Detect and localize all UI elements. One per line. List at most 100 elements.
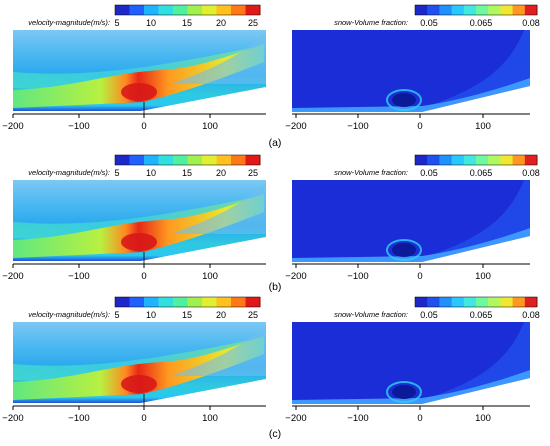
snow-legend-swatch <box>415 297 428 307</box>
velocity-peak-core <box>121 375 157 393</box>
snow-below-slope-region <box>422 378 530 404</box>
velocity-legend-swatch <box>216 297 232 307</box>
velocity-legend-swatch <box>216 5 232 15</box>
snow-legend-swatch <box>524 297 538 307</box>
x-tick-label: −200 <box>285 271 306 282</box>
velocity-outer-region <box>170 32 266 84</box>
velocity-legend-swatch <box>231 297 246 307</box>
x-tick-label: 0 <box>141 121 146 132</box>
velocity-peak-core <box>121 233 157 251</box>
snow-legend-tick: 0.08 <box>522 310 540 320</box>
snow-legend-tick: 0.05 <box>420 18 438 28</box>
snow-legend-tick: 0.065 <box>470 168 493 178</box>
x-tick-label: 100 <box>202 413 218 424</box>
subfigure-label: (b) <box>269 281 282 293</box>
snow-legend-swatch <box>451 5 465 15</box>
x-tick-label: −200 <box>285 121 306 132</box>
below-slope-region <box>141 380 266 404</box>
snow-ground-layer <box>292 78 530 112</box>
subfigure-row: −200 −100 0 100 velocity-magnitude(m/s): 5 10 1… <box>2 296 540 440</box>
velocity-legend-tick: 10 <box>146 168 156 178</box>
velocity-legend-swatch <box>144 155 159 165</box>
velocity-legend-swatch <box>129 297 145 307</box>
snow-legend-swatch <box>488 155 501 165</box>
snow-below-slope-region <box>422 86 530 112</box>
snow-legend-swatch <box>500 155 514 165</box>
snow-legend-tick: 0.08 <box>522 168 540 178</box>
x-tick-label: −200 <box>2 413 23 424</box>
snow-legend-swatch <box>463 155 477 165</box>
x-tick-label: −200 <box>2 271 23 282</box>
snow-legend-swatch <box>488 297 501 307</box>
velocity-outer-region <box>170 182 266 234</box>
velocity-legend-frame <box>114 4 261 16</box>
snow-legend-title: snow-Volume fraction: <box>334 18 408 27</box>
snow-legend-tick: 0.05 <box>420 168 438 178</box>
x-tick-label: 0 <box>417 121 422 132</box>
velocity-legend-swatch <box>129 155 145 165</box>
velocity-legend-tick: 5 <box>114 18 119 28</box>
snow-legend-swatch <box>427 297 440 307</box>
velocity-legend-swatch <box>202 5 217 15</box>
velocity-legend-tick: 25 <box>248 310 258 320</box>
snow-panel: −200 −100 0 100 snow-Volume fraction: 0.05 0.0… <box>285 4 540 132</box>
snow-legend-tick: 0.065 <box>470 18 493 28</box>
snow-deposit-edge <box>386 89 422 111</box>
velocity-legend-swatch <box>202 297 217 307</box>
velocity-legend-swatch <box>187 297 203 307</box>
velocity-legend-tick: 15 <box>182 168 192 178</box>
velocity-main-jet <box>13 336 264 400</box>
snow-legend-swatch <box>439 297 453 307</box>
velocity-legend-swatch <box>129 5 145 15</box>
snow-legend-swatch <box>500 297 514 307</box>
velocity-panel: −200 −100 0 100 velocity-magnitude(m/s): 5 10 1… <box>2 296 267 424</box>
velocity-upper-jet <box>13 340 250 381</box>
snow-legend-frame <box>414 296 538 308</box>
snow-legend-swatch <box>415 155 428 165</box>
velocity-legend-tick: 25 <box>248 168 258 178</box>
velocity-upper-jet <box>13 48 250 89</box>
velocity-legend-tick: 15 <box>182 310 192 320</box>
x-tick-label: −100 <box>347 271 368 282</box>
snow-deposit-core <box>392 93 416 107</box>
velocity-legend-title: velocity-magnitude(m/s): <box>28 310 110 319</box>
velocity-legend-swatch <box>115 5 130 15</box>
velocity-legend-title: velocity-magnitude(m/s): <box>28 168 110 177</box>
velocity-legend-swatch <box>173 5 188 15</box>
x-tick-label: 0 <box>141 413 146 424</box>
x-tick-label: 0 <box>417 413 422 424</box>
x-tick-label: −200 <box>2 121 23 132</box>
x-tick-label: 100 <box>202 271 218 282</box>
snow-deposit-edge <box>386 239 422 261</box>
snow-ground-layer <box>292 370 530 404</box>
velocity-legend-tick: 25 <box>248 18 258 28</box>
snow-deposit-edge <box>386 381 422 403</box>
x-tick-label: 100 <box>202 121 218 132</box>
velocity-legend-swatch <box>115 297 130 307</box>
velocity-legend-swatch <box>158 297 174 307</box>
x-tick-label: 0 <box>141 271 146 282</box>
x-tick-label: 0 <box>417 271 422 282</box>
velocity-main-jet <box>13 44 264 108</box>
velocity-legend-swatch <box>187 5 203 15</box>
snow-legend-swatch <box>500 5 514 15</box>
velocity-legend-swatch <box>231 155 246 165</box>
x-tick-label: −100 <box>347 413 368 424</box>
velocity-legend-swatch <box>144 5 159 15</box>
snow-panel: −200 −100 0 100 snow-Volume fraction: 0.05 0.0… <box>285 154 540 282</box>
snow-below-slope-region <box>422 236 530 262</box>
subfigure-label: (c) <box>269 428 281 440</box>
velocity-outer-region <box>170 324 266 376</box>
snow-legend-frame <box>414 4 538 16</box>
snow-legend-swatch <box>476 297 489 307</box>
snow-legend-swatch <box>415 5 428 15</box>
snow-panel: −200 −100 0 100 snow-Volume fraction: 0.05 0.0… <box>285 296 540 424</box>
x-tick-label: 100 <box>475 121 491 132</box>
x-tick-label: 100 <box>475 271 491 282</box>
velocity-legend-tick: 5 <box>114 310 119 320</box>
snow-legend-swatch <box>512 155 526 165</box>
velocity-legend-swatch <box>231 5 246 15</box>
x-tick-label: 100 <box>475 413 491 424</box>
velocity-legend-tick: 15 <box>182 18 192 28</box>
